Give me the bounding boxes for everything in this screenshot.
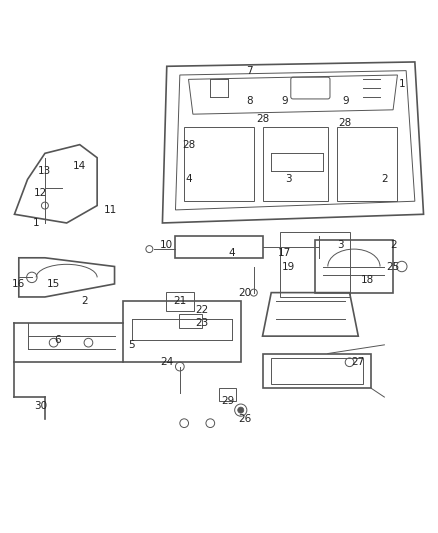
Text: 7: 7: [246, 66, 253, 76]
Text: 1: 1: [399, 79, 405, 88]
Text: 2: 2: [390, 240, 396, 250]
Text: 2: 2: [81, 296, 88, 306]
Text: 17: 17: [278, 248, 291, 259]
Text: 8: 8: [246, 96, 253, 106]
Text: 5: 5: [129, 340, 135, 350]
Text: 27: 27: [352, 357, 365, 367]
Text: 4: 4: [229, 248, 235, 259]
Text: 3: 3: [285, 174, 292, 184]
Text: 19: 19: [282, 262, 295, 271]
Text: 4: 4: [185, 174, 192, 184]
Text: 9: 9: [342, 96, 349, 106]
Text: 3: 3: [338, 240, 344, 250]
Text: 29: 29: [221, 397, 234, 407]
Text: 25: 25: [386, 262, 400, 271]
Text: 28: 28: [256, 114, 269, 124]
Text: 21: 21: [173, 296, 187, 306]
Text: 16: 16: [12, 279, 25, 289]
Text: 24: 24: [160, 357, 173, 367]
Text: 20: 20: [239, 288, 252, 297]
Text: 28: 28: [182, 140, 195, 150]
Text: 30: 30: [34, 401, 47, 411]
Text: 22: 22: [195, 305, 208, 315]
Text: 2: 2: [381, 174, 388, 184]
Text: 1: 1: [33, 218, 39, 228]
Text: 18: 18: [360, 274, 374, 285]
Text: 6: 6: [55, 335, 61, 345]
Text: 11: 11: [103, 205, 117, 215]
Text: 12: 12: [34, 188, 47, 198]
Text: 15: 15: [47, 279, 60, 289]
Text: 28: 28: [339, 118, 352, 128]
Text: 26: 26: [238, 414, 252, 424]
Text: 9: 9: [281, 96, 288, 106]
Text: 23: 23: [195, 318, 208, 328]
Circle shape: [238, 407, 244, 413]
Text: 13: 13: [38, 166, 52, 176]
Text: 10: 10: [160, 240, 173, 250]
Bar: [219, 389, 237, 401]
Text: 14: 14: [73, 161, 86, 172]
